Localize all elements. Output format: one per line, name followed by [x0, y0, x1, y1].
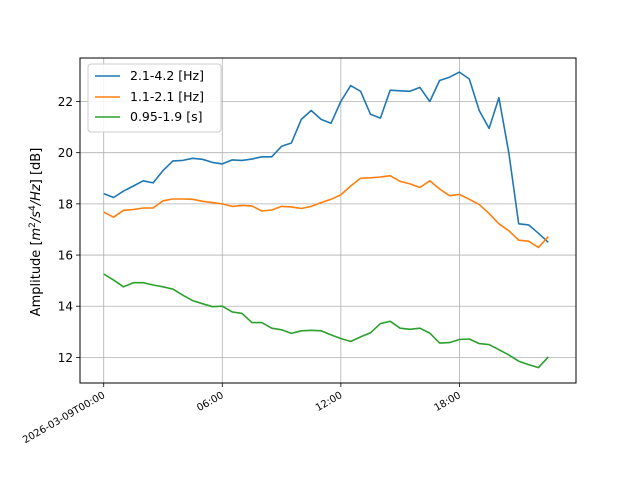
y-tick-label: 22 [58, 95, 73, 109]
y-tick-label: 18 [58, 197, 73, 211]
series-line-2 [103, 174, 549, 249]
plot-area-frame [79, 57, 577, 384]
legend: 2.1-4.2 [Hz] 1.1-2.1 [Hz] 0.95-1.9 [s] [87, 63, 222, 133]
y-tick-label: 20 [58, 146, 73, 160]
legend-box [87, 63, 222, 133]
legend-label-series-3: 0.95-1.9 [s] [130, 109, 202, 124]
series-line-1 [103, 71, 549, 243]
legend-label-series-2: 1.1-2.1 [Hz] [130, 89, 204, 104]
series-lines [103, 71, 549, 369]
legend-label-series-1: 2.1-4.2 [Hz] [130, 68, 204, 83]
y-axis-ticks: 12 14 16 18 20 22 [58, 95, 80, 365]
series-line-3 [103, 273, 549, 369]
y-tick-label: 14 [58, 300, 73, 314]
y-tick-label: 16 [58, 249, 73, 263]
y-tick-label: 12 [58, 351, 73, 365]
y-axis-label: Amplitude [m2/s4/Hz] [dB] [28, 148, 44, 317]
grid-lines [80, 58, 576, 383]
